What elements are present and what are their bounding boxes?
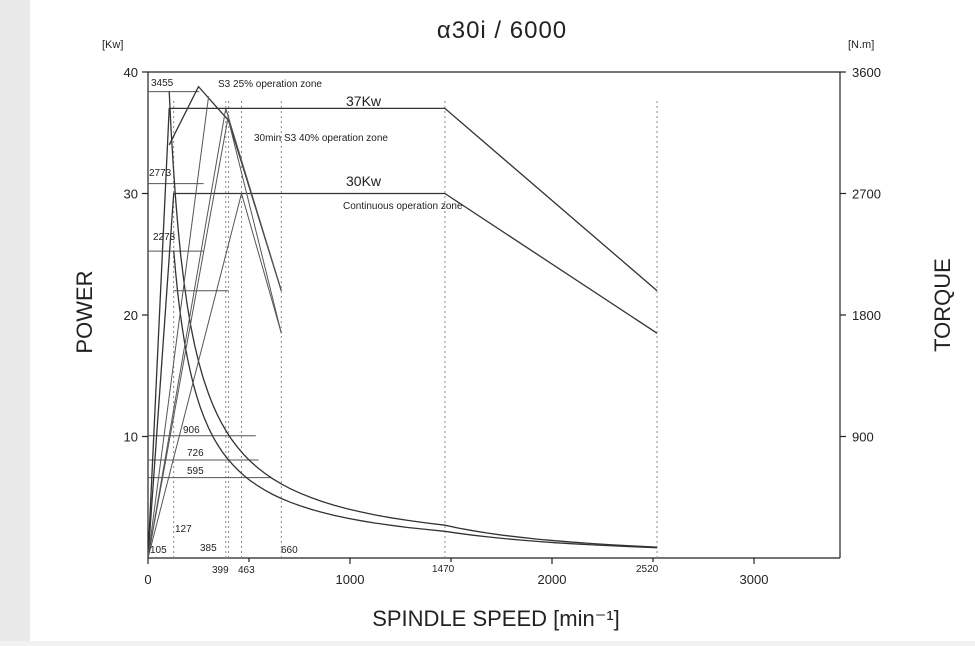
power-ramp-line xyxy=(147,96,210,559)
x-tick-label: 2000 xyxy=(538,572,567,587)
y-tick-label: 40 xyxy=(124,65,138,80)
torque-label-2273: 2273 xyxy=(153,232,176,243)
speed-label-660: 660 xyxy=(281,545,298,556)
speed-label-399: 399 xyxy=(212,565,229,576)
torque-label-906: 906 xyxy=(183,425,200,436)
left-margin-strip xyxy=(0,0,30,641)
speed-label-385: 385 xyxy=(200,543,217,554)
power-fall-line xyxy=(225,108,282,291)
speed-label-2520: 2520 xyxy=(636,564,659,575)
power-ramp-line xyxy=(147,108,227,559)
torque-label-595: 595 xyxy=(187,466,204,477)
power-fall-line xyxy=(241,193,282,334)
y-axis-label: POWER xyxy=(72,270,97,353)
torque-label-3455: 3455 xyxy=(151,78,174,89)
series-line xyxy=(168,91,658,548)
y2-tick-label: 2700 xyxy=(852,187,881,202)
speed-label-127: 127 xyxy=(175,524,192,535)
y-tick-label: 30 xyxy=(124,187,138,202)
annotation-s3-25: S3 25% operation zone xyxy=(218,79,322,90)
chart-panel: α30i / 6000 [Kw] [N.m] POWER TORQUE SPIN… xyxy=(30,0,975,641)
y-tick-label: 10 xyxy=(124,430,138,445)
power-fall-line xyxy=(228,120,282,334)
y2-tick-label: 3600 xyxy=(852,65,881,80)
y-tick-label: 20 xyxy=(124,308,138,323)
annotation-s3-40: 30min S3 40% operation zone xyxy=(254,133,388,144)
series-line xyxy=(173,250,658,549)
series-line xyxy=(168,85,282,291)
speed-label-105: 105 xyxy=(150,545,167,556)
x-axis-label: SPINDLE SPEED [min⁻¹] xyxy=(372,606,620,631)
torque-unit-label: [N.m] xyxy=(848,39,874,51)
torque-label-2773: 2773 xyxy=(149,168,172,179)
power-unit-label: [Kw] xyxy=(102,39,123,51)
y2-tick-label: 1800 xyxy=(852,308,881,323)
spindle-output-chart: α30i / 6000 [Kw] [N.m] POWER TORQUE SPIN… xyxy=(72,17,955,631)
chart-title: α30i / 6000 xyxy=(437,17,567,44)
x-tick-label: 3000 xyxy=(740,572,769,587)
x-tick-label: 0 xyxy=(144,572,151,587)
speed-label-1470: 1470 xyxy=(432,564,455,575)
y2-axis-label: TORQUE xyxy=(930,258,955,352)
speed-label-463: 463 xyxy=(238,565,255,576)
annotation-37kw: 37Kw xyxy=(346,93,382,109)
power-ramp-line xyxy=(147,193,243,559)
annotation-continuous: Continuous operation zone xyxy=(343,201,463,212)
power-ramp-line xyxy=(147,114,230,559)
series-line xyxy=(147,192,658,559)
y2-tick-label: 900 xyxy=(852,430,874,445)
series-line xyxy=(147,107,658,559)
annotation-30kw: 30Kw xyxy=(346,173,382,189)
x-tick-label: 1000 xyxy=(336,572,365,587)
torque-label-726: 726 xyxy=(187,448,204,459)
